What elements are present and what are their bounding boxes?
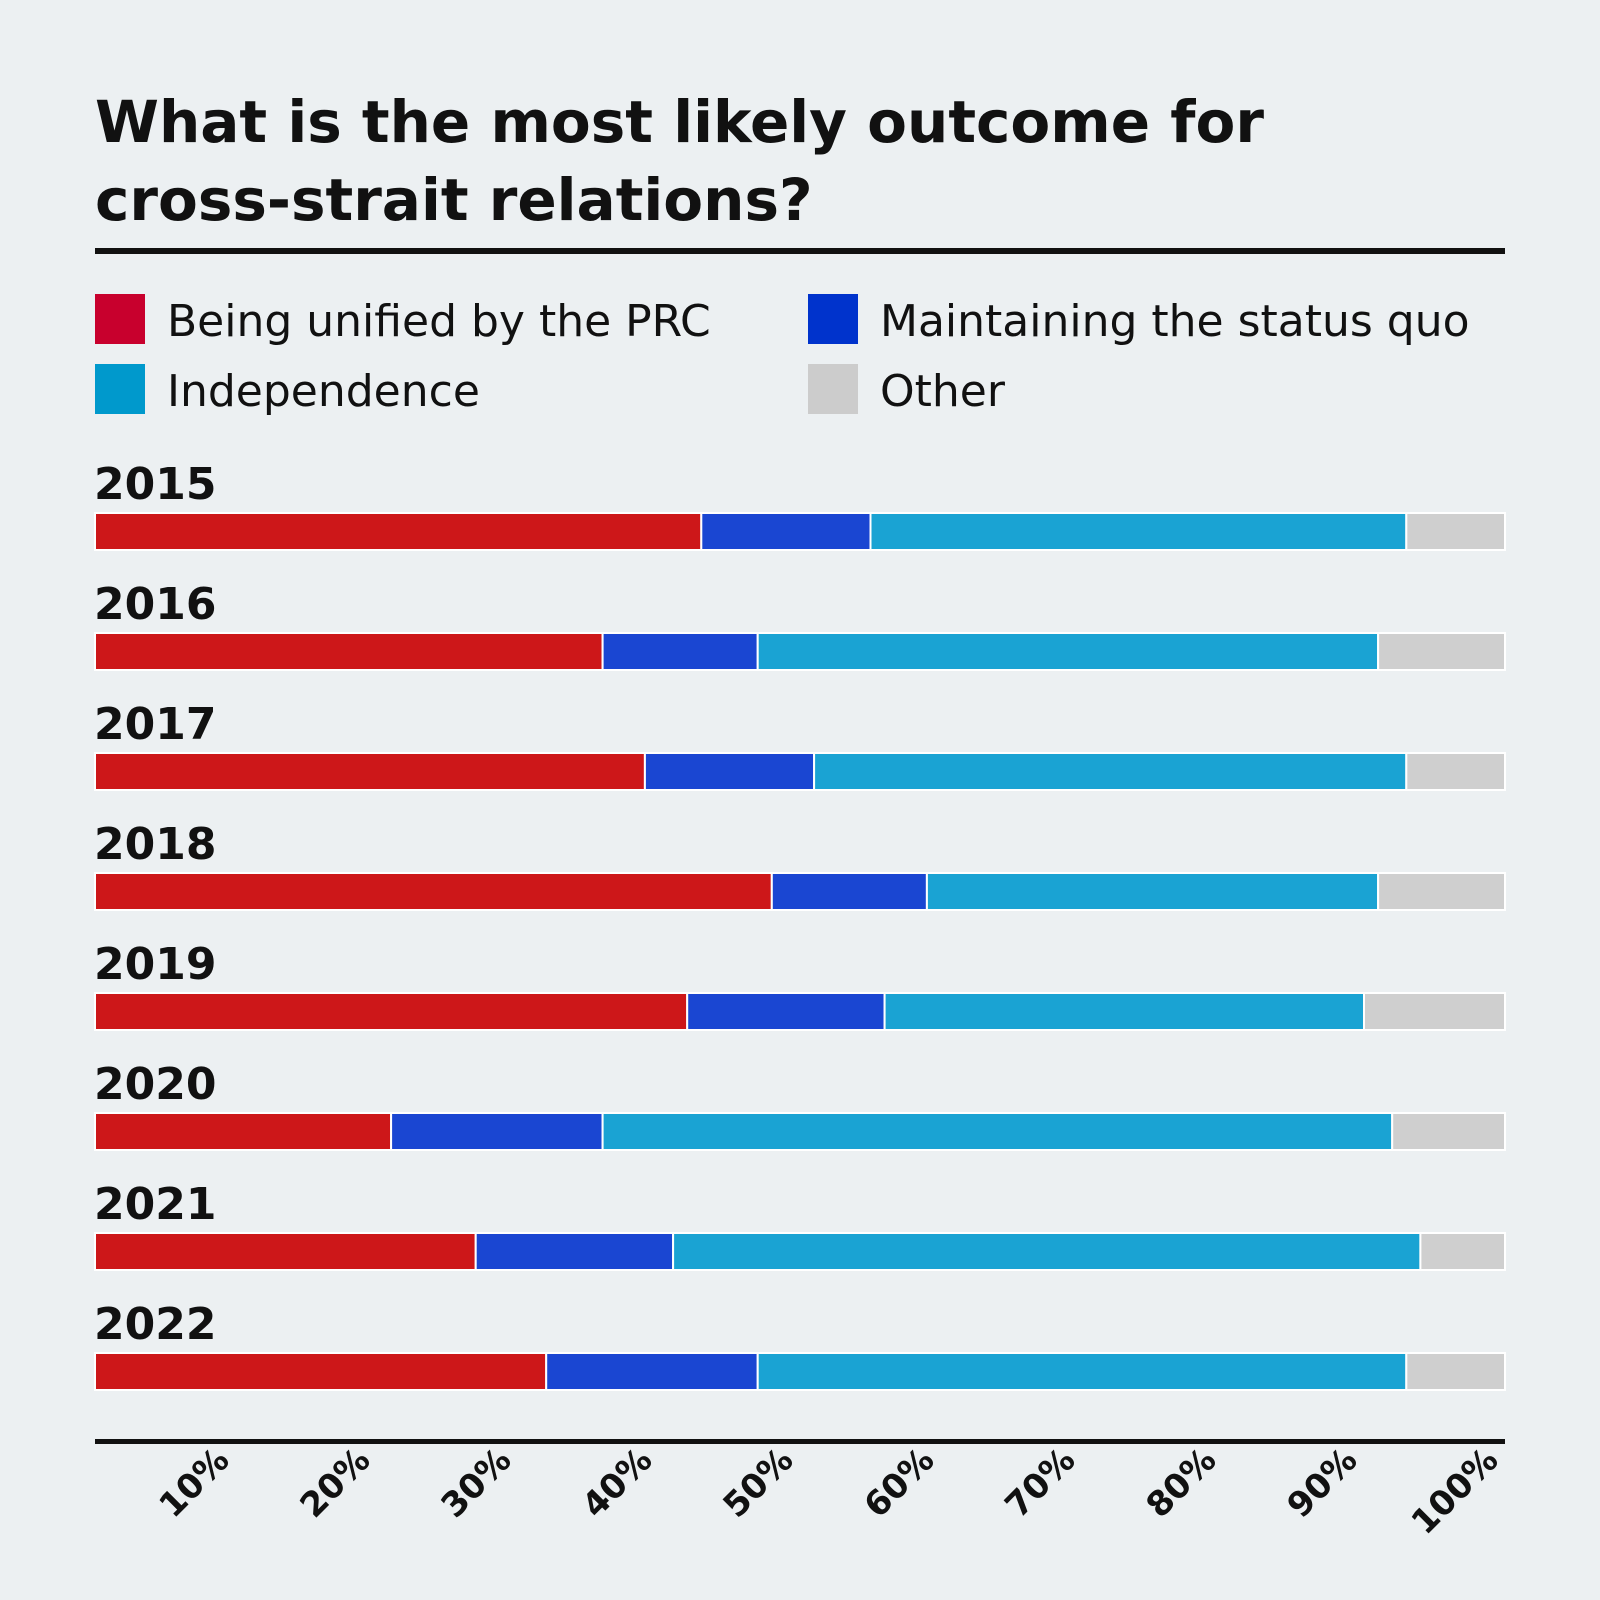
legend-swatch-maintaining-the-status-quo <box>808 294 858 344</box>
bar-segment-2022-maintaining-the-status-quo <box>545 1352 759 1391</box>
bar-segment-2020-independence <box>601 1112 1394 1151</box>
bar-segment-2017-maintaining-the-status-quo <box>643 752 816 791</box>
bar-segment-2015-being-unified-by-the-prc <box>94 512 703 551</box>
year-label-2020: 2020 <box>94 1059 216 1110</box>
x-tick-label-20: 20% <box>293 1440 379 1526</box>
x-axis-line <box>95 1439 1505 1444</box>
bar-segment-2020-maintaining-the-status-quo <box>390 1112 604 1151</box>
bar-segment-2016-being-unified-by-the-prc <box>94 632 604 671</box>
bar-segment-2022-independence <box>756 1352 1408 1391</box>
bars-area: 2015 2016 2017 2018 2019 2020 2021 2022 <box>94 459 1507 1391</box>
bar-segment-2022-being-unified-by-the-prc <box>94 1352 548 1391</box>
legend-label-independence: Independence <box>167 366 480 417</box>
bar-segment-2019-maintaining-the-status-quo <box>686 992 886 1031</box>
bar-segment-2021-being-unified-by-the-prc <box>94 1232 477 1271</box>
year-label-2021: 2021 <box>94 1179 216 1230</box>
legend-label-other: Other <box>880 366 1006 417</box>
year-label-2017: 2017 <box>94 699 216 750</box>
legend-swatch-other <box>808 364 858 414</box>
bar-segment-2022-other <box>1405 1352 1507 1391</box>
legend-swatch-being-unified-by-the-prc <box>95 294 145 344</box>
bar-segment-2021-other <box>1419 1232 1507 1271</box>
x-tick-label-30: 30% <box>434 1440 520 1526</box>
bar-segment-2017-independence <box>813 752 1408 791</box>
bar-segment-2016-maintaining-the-status-quo <box>601 632 759 671</box>
bar-segment-2019-being-unified-by-the-prc <box>94 992 689 1031</box>
bar-segment-2018-other <box>1377 872 1506 911</box>
legend-swatch-independence <box>95 364 145 414</box>
year-label-2018: 2018 <box>94 819 216 870</box>
year-label-2019: 2019 <box>94 939 216 990</box>
chart-title: What is the most likely outcome for cros… <box>95 88 1264 234</box>
x-tick-label-100: 100% <box>1404 1440 1507 1543</box>
year-label-2022: 2022 <box>94 1299 216 1350</box>
x-tick-label-80: 80% <box>1139 1440 1225 1526</box>
bar-segment-2016-other <box>1377 632 1506 671</box>
bar-segment-2018-being-unified-by-the-prc <box>94 872 773 911</box>
title-divider <box>95 248 1505 254</box>
legend-label-being-unified-by-the-prc: Being unified by the PRC <box>167 296 711 347</box>
year-label-2016: 2016 <box>94 579 216 630</box>
bar-segment-2020-being-unified-by-the-prc <box>94 1112 393 1151</box>
x-tick-label-70: 70% <box>998 1440 1084 1526</box>
x-tick-label-50: 50% <box>716 1440 802 1526</box>
legend-label-maintaining-the-status-quo: Maintaining the status quo <box>880 296 1470 347</box>
bar-segment-2017-being-unified-by-the-prc <box>94 752 646 791</box>
year-label-2015: 2015 <box>94 459 216 510</box>
bar-segment-2015-independence <box>869 512 1408 551</box>
chart-title-line-1: What is the most likely outcome for <box>95 88 1264 156</box>
bar-segment-2020-other <box>1391 1112 1506 1151</box>
chart-title-line-2: cross-strait relations? <box>95 166 813 234</box>
bar-segment-2018-independence <box>925 872 1380 911</box>
bar-segment-2017-other <box>1405 752 1507 791</box>
bar-segment-2019-other <box>1363 992 1506 1031</box>
legend: Being unified by the PRC Maintaining the … <box>95 294 1470 417</box>
bar-segment-2019-independence <box>883 992 1365 1031</box>
bar-segment-2015-maintaining-the-status-quo <box>700 512 872 551</box>
x-tick-label-90: 90% <box>1280 1440 1366 1526</box>
bar-segment-2021-independence <box>672 1232 1422 1271</box>
bar-segment-2021-maintaining-the-status-quo <box>474 1232 675 1271</box>
x-axis-ticks: 10% 20% 30% 40% 50% 60% 70% 80% 90% 100% <box>152 1440 1507 1543</box>
bar-segment-2018-maintaining-the-status-quo <box>770 872 928 911</box>
x-tick-label-40: 40% <box>575 1440 661 1526</box>
bar-segment-2016-independence <box>756 632 1380 671</box>
x-tick-label-60: 60% <box>857 1440 943 1526</box>
x-tick-label-10: 10% <box>152 1440 238 1526</box>
bar-segment-2015-other <box>1405 512 1507 551</box>
